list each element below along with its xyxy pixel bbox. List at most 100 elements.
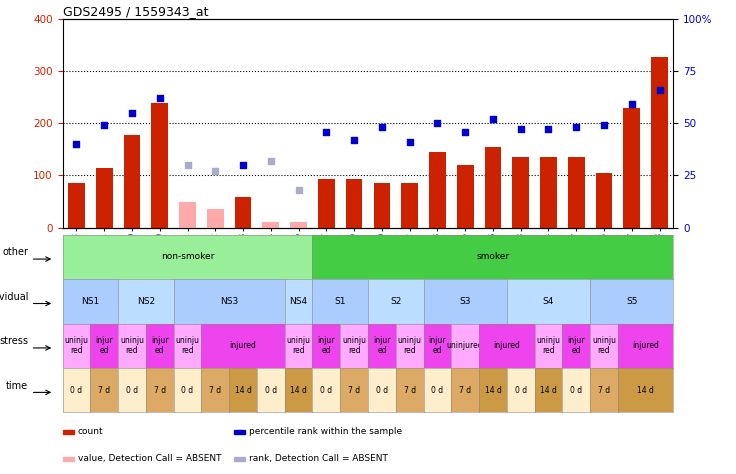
- Point: [598, 121, 610, 129]
- Point: [126, 109, 138, 117]
- Text: uninjured: uninjured: [447, 341, 484, 350]
- Text: 7 d: 7 d: [403, 386, 416, 395]
- Bar: [623, 108, 640, 228]
- Text: percentile rank within the sample: percentile rank within the sample: [249, 427, 402, 436]
- Bar: [318, 179, 335, 228]
- Point: [376, 124, 388, 131]
- Text: NS3: NS3: [220, 297, 238, 306]
- Text: S3: S3: [459, 297, 471, 306]
- Bar: [540, 157, 557, 228]
- Text: S1: S1: [334, 297, 346, 306]
- Text: count: count: [78, 427, 104, 436]
- Bar: [207, 210, 224, 228]
- Text: time: time: [6, 381, 28, 391]
- Text: injur
ed: injur ed: [318, 337, 335, 355]
- Text: injur
ed: injur ed: [151, 337, 169, 355]
- Point: [654, 86, 665, 94]
- Bar: [96, 168, 113, 228]
- Bar: [568, 157, 584, 228]
- Point: [459, 128, 471, 136]
- Text: 14 d: 14 d: [484, 386, 501, 395]
- Point: [71, 140, 82, 148]
- Text: 14 d: 14 d: [235, 386, 252, 395]
- Bar: [63, 430, 74, 434]
- Point: [265, 157, 277, 164]
- Text: 0 d: 0 d: [320, 386, 333, 395]
- Point: [99, 121, 110, 129]
- Bar: [401, 183, 418, 228]
- Text: 7 d: 7 d: [154, 386, 166, 395]
- Bar: [651, 56, 668, 228]
- Bar: [124, 135, 141, 228]
- Text: 14 d: 14 d: [540, 386, 557, 395]
- Text: uninju
red: uninju red: [65, 337, 88, 355]
- Text: smoker: smoker: [476, 252, 509, 261]
- Bar: [233, 430, 244, 434]
- Point: [404, 138, 416, 146]
- Text: 0 d: 0 d: [431, 386, 444, 395]
- Text: 0 d: 0 d: [126, 386, 138, 395]
- Text: 7 d: 7 d: [459, 386, 471, 395]
- Text: individual: individual: [0, 292, 28, 302]
- Text: injured: injured: [493, 341, 520, 350]
- Bar: [179, 202, 196, 228]
- Bar: [512, 157, 529, 228]
- Bar: [457, 165, 473, 228]
- Text: uninju
red: uninju red: [397, 337, 422, 355]
- Text: S2: S2: [390, 297, 401, 306]
- Text: injur
ed: injur ed: [373, 337, 391, 355]
- Text: non-smoker: non-smoker: [161, 252, 214, 261]
- Text: NS2: NS2: [137, 297, 155, 306]
- Point: [320, 128, 332, 136]
- Text: other: other: [2, 247, 28, 257]
- Text: S4: S4: [542, 297, 554, 306]
- Bar: [595, 173, 612, 228]
- Point: [626, 100, 637, 108]
- Text: injured: injured: [632, 341, 659, 350]
- Text: NS4: NS4: [289, 297, 308, 306]
- Point: [515, 126, 527, 133]
- Bar: [68, 183, 85, 228]
- Text: 0 d: 0 d: [514, 386, 527, 395]
- Text: 14 d: 14 d: [637, 386, 654, 395]
- Point: [293, 186, 305, 194]
- Text: 7 d: 7 d: [598, 386, 610, 395]
- Point: [348, 136, 360, 144]
- Bar: [346, 179, 362, 228]
- Text: uninju
red: uninju red: [120, 337, 144, 355]
- Point: [487, 115, 499, 123]
- Point: [210, 167, 222, 175]
- Text: 7 d: 7 d: [209, 386, 222, 395]
- Text: GDS2495 / 1559343_at: GDS2495 / 1559343_at: [63, 5, 208, 18]
- Text: rank, Detection Call = ABSENT: rank, Detection Call = ABSENT: [249, 455, 388, 463]
- Bar: [152, 103, 168, 228]
- Bar: [235, 197, 252, 228]
- Text: 7 d: 7 d: [98, 386, 110, 395]
- Text: uninju
red: uninju red: [592, 337, 616, 355]
- Text: value, Detection Call = ABSENT: value, Detection Call = ABSENT: [78, 455, 222, 463]
- Text: 0 d: 0 d: [182, 386, 194, 395]
- Text: stress: stress: [0, 336, 28, 346]
- Text: NS1: NS1: [81, 297, 99, 306]
- Bar: [263, 222, 279, 228]
- Text: 14 d: 14 d: [290, 386, 307, 395]
- Text: S5: S5: [626, 297, 637, 306]
- Text: 7 d: 7 d: [348, 386, 360, 395]
- Point: [542, 126, 554, 133]
- Text: 0 d: 0 d: [570, 386, 582, 395]
- Bar: [63, 457, 74, 461]
- Bar: [290, 222, 307, 228]
- Text: injur
ed: injur ed: [567, 337, 585, 355]
- Text: 0 d: 0 d: [376, 386, 388, 395]
- Point: [237, 161, 249, 169]
- Point: [431, 119, 443, 127]
- Text: 0 d: 0 d: [265, 386, 277, 395]
- Bar: [233, 457, 244, 461]
- Text: uninju
red: uninju red: [342, 337, 366, 355]
- Text: injur
ed: injur ed: [96, 337, 113, 355]
- Text: injured: injured: [230, 341, 256, 350]
- Bar: [374, 183, 390, 228]
- Text: uninju
red: uninju red: [537, 337, 561, 355]
- Point: [154, 94, 166, 102]
- Bar: [484, 147, 501, 228]
